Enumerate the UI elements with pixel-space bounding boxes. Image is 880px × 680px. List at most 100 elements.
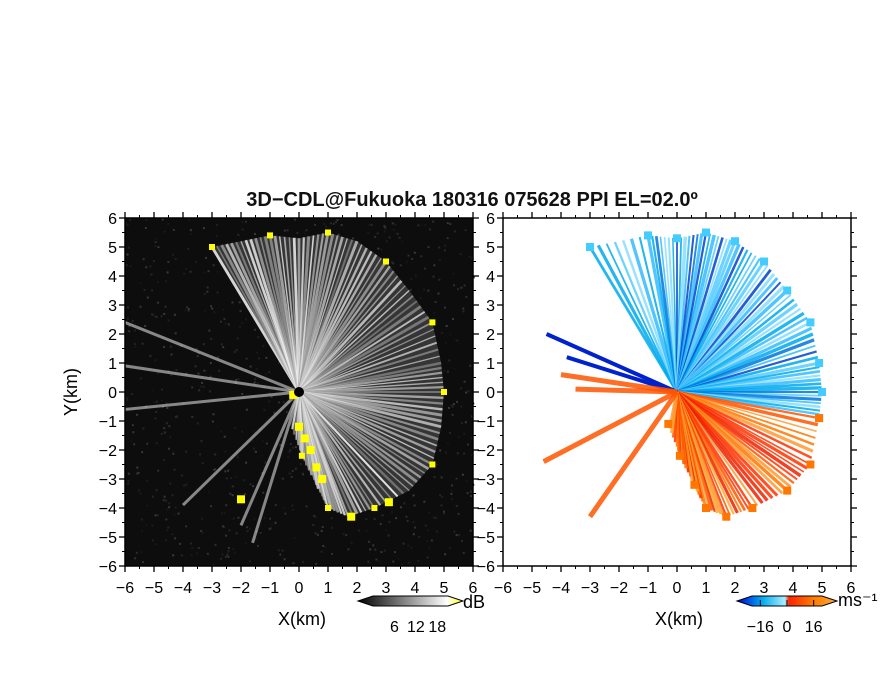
noise-pixel — [457, 288, 460, 291]
left-y-axis-label: Y(km) — [61, 368, 81, 416]
noise-pixel — [433, 516, 436, 519]
approaching-ray — [596, 244, 679, 393]
noise-pixel — [155, 237, 158, 240]
noise-pixel — [418, 535, 421, 538]
noise-pixel — [172, 253, 175, 256]
velocity-unit: ms⁻¹ — [838, 590, 878, 610]
strong-echo — [429, 461, 436, 468]
noise-pixel — [252, 440, 255, 443]
noise-pixel — [374, 235, 377, 238]
edge-echo — [690, 480, 699, 489]
noise-pixel — [286, 229, 289, 232]
noise-pixel — [278, 401, 281, 404]
edge-echo — [644, 231, 652, 240]
noise-pixel — [469, 490, 472, 493]
noise-pixel — [294, 446, 297, 449]
noise-pixel — [453, 530, 456, 533]
noise-pixel — [189, 229, 192, 232]
strong-echo — [306, 446, 315, 454]
noise-pixel — [172, 228, 175, 231]
noise-pixel — [263, 516, 266, 519]
x-tick-label: 0 — [295, 580, 304, 597]
echo-ray — [298, 328, 435, 393]
noise-pixel — [163, 427, 166, 430]
noise-pixel — [155, 315, 158, 318]
noise-pixel — [395, 517, 398, 520]
right-axis-ticks: −6 −6 −5 −5 −4 −4 −3 −3 −2 −2 −1 −1 0 0 1 1 2 2 3 3 4 4 5 5 6 6 — [477, 211, 857, 597]
echo-ray — [298, 285, 406, 393]
noise-pixel — [467, 390, 470, 393]
y-tick-label: −5 — [99, 530, 117, 547]
noise-pixel — [128, 218, 131, 221]
velocity-colorbar-tick: 0 — [783, 619, 792, 636]
noise-pixel — [252, 485, 255, 488]
noise-pixel — [321, 525, 324, 528]
noise-pixel — [146, 296, 149, 299]
noise-pixel — [149, 355, 152, 358]
noise-pixel — [241, 228, 244, 231]
noise-pixel — [265, 356, 268, 359]
noise-pixel — [294, 467, 297, 470]
reflectivity-colorbar-tick: 18 — [428, 619, 446, 636]
noise-pixel — [441, 495, 444, 498]
noise-pixel — [223, 511, 226, 514]
noise-pixel — [179, 542, 182, 545]
noise-pixel — [142, 561, 145, 564]
noise-pixel — [390, 511, 393, 514]
noise-pixel — [435, 463, 438, 466]
noise-pixel — [417, 224, 420, 227]
noise-pixel — [459, 252, 462, 255]
noise-pixel — [162, 458, 165, 461]
noise-pixel — [293, 536, 296, 539]
y-tick-label: −1 — [477, 414, 495, 431]
noise-pixel — [167, 222, 170, 225]
noise-pixel — [164, 280, 167, 283]
edge-echo — [731, 237, 739, 246]
strong-echo — [441, 389, 447, 395]
noise-pixel — [377, 560, 380, 563]
noise-pixel — [216, 356, 219, 359]
noise-pixel — [166, 529, 169, 532]
noise-pixel — [157, 246, 160, 249]
noise-pixel — [458, 534, 461, 537]
echo-ray — [298, 390, 436, 454]
noise-pixel — [233, 551, 236, 554]
noise-pixel — [128, 325, 131, 328]
noise-pixel — [222, 346, 225, 349]
noise-pixel — [151, 289, 154, 292]
noise-pixel — [392, 228, 395, 231]
noise-pixel — [206, 286, 209, 289]
noise-pixel — [133, 342, 136, 345]
noise-pixel — [455, 534, 458, 537]
x-tick-label: −4 — [174, 580, 192, 597]
noise-pixel — [262, 440, 265, 443]
noise-pixel — [453, 367, 456, 370]
noise-pixel — [133, 443, 136, 446]
noise-pixel — [185, 372, 188, 375]
y-tick-label: −6 — [477, 559, 495, 576]
noise-pixel — [314, 223, 317, 226]
noise-pixel — [248, 527, 251, 530]
noise-pixel — [433, 311, 436, 314]
x-tick-label: −3 — [203, 580, 221, 597]
noise-pixel — [464, 229, 467, 232]
y-tick-label: −3 — [477, 472, 495, 489]
strong-echo — [289, 390, 298, 399]
noise-pixel — [407, 561, 410, 564]
echo-ray — [297, 254, 378, 393]
noise-pixel — [211, 307, 214, 310]
y-tick-label: 0 — [486, 385, 495, 402]
noise-pixel — [253, 431, 256, 434]
noise-pixel — [227, 546, 230, 549]
y-tick-label: 1 — [108, 356, 117, 373]
noise-pixel — [451, 413, 454, 416]
noise-pixel — [345, 534, 348, 537]
noise-pixel — [402, 542, 405, 545]
noise-pixel — [391, 222, 394, 225]
echo-ray — [181, 390, 301, 507]
approaching-ray — [629, 238, 679, 393]
noise-pixel — [365, 529, 368, 532]
noise-pixel — [398, 236, 401, 239]
noise-pixel — [450, 492, 453, 495]
noise-pixel — [448, 359, 451, 362]
